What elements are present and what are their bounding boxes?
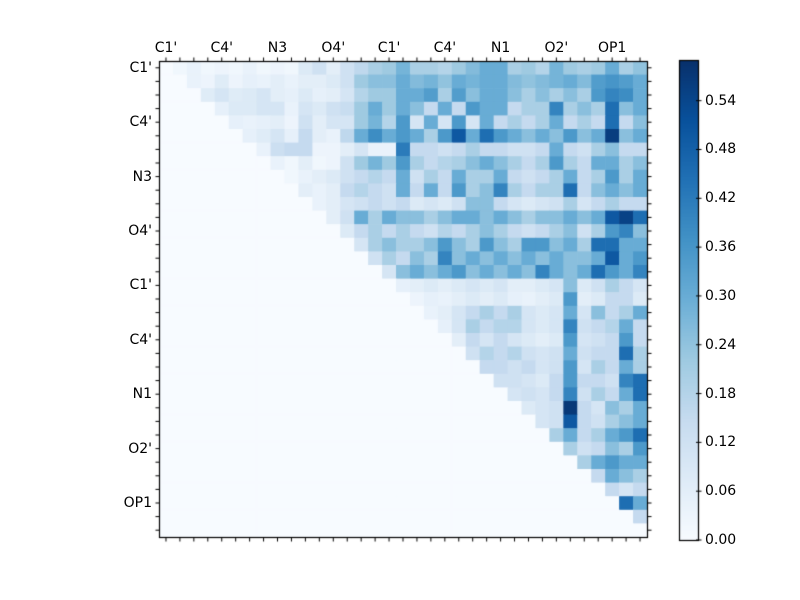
x-tick-label: C4' — [210, 40, 233, 56]
colorbar-tick-label: 0.54 — [705, 92, 737, 109]
colorbar-tick-label: 0.12 — [705, 434, 737, 451]
y-tick-label: C4' — [129, 331, 152, 348]
x-tick-label: C1' — [377, 40, 401, 56]
x-tick-label: C1' — [154, 40, 178, 56]
y-tick-label: C4' — [129, 114, 152, 131]
y-tick-label: C1' — [129, 277, 152, 294]
x-tick-label: O2' — [544, 40, 569, 56]
x-tick-label: O4' — [321, 40, 346, 56]
colorbar-tick-label: 0.18 — [705, 385, 737, 402]
colorbar-tick-label: 0.42 — [705, 190, 737, 207]
colorbar-tick-label: 0.30 — [705, 287, 737, 304]
y-tick-label: C1' — [129, 59, 152, 76]
y-tick-label: N1 — [132, 386, 152, 403]
y-tick-label: N3 — [132, 168, 152, 185]
x-tick-label: C4' — [433, 40, 457, 56]
colorbar-tick-label: 0.00 — [705, 532, 737, 548]
y-tick-label: O2' — [128, 440, 152, 457]
colorbar-tick-label: 0.24 — [705, 336, 737, 353]
colorbar-tick-label: 0.48 — [705, 141, 737, 158]
y-tick-label: OP1 — [123, 495, 152, 511]
x-tick-label: OP1 — [597, 40, 627, 56]
colorbar-tick-label: 0.36 — [705, 239, 737, 256]
x-tick-label: N3 — [267, 40, 288, 56]
colorbar-tick-label: 0.06 — [705, 483, 737, 500]
x-tick-label: N1 — [490, 40, 511, 56]
y-tick-label: O4' — [128, 223, 152, 239]
